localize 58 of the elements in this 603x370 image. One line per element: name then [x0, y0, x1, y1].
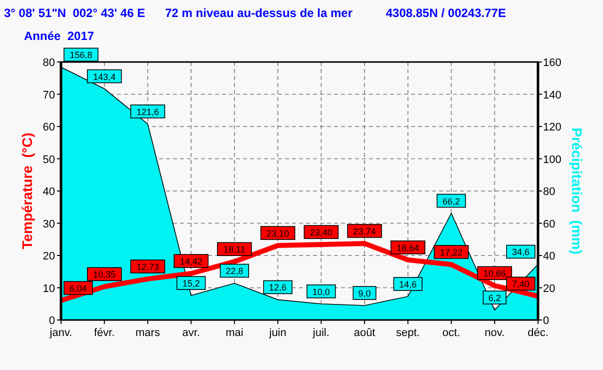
- data-label: 121,6: [136, 106, 159, 117]
- data-label: 14,6: [399, 279, 417, 290]
- x-tick-label: août: [354, 327, 376, 339]
- data-label: 66,2: [442, 196, 460, 206]
- x-tick-label: nov.: [484, 327, 505, 339]
- data-label: 18,11: [224, 244, 246, 255]
- data-label: 23,10: [266, 228, 290, 239]
- y-tick-label: 40: [42, 186, 55, 198]
- x-tick-label: juil.: [312, 327, 330, 339]
- chart-subtitle: Année 2017: [24, 29, 94, 43]
- x-tick-label: févr.: [94, 327, 115, 339]
- y-tick-label: 50: [42, 154, 55, 166]
- data-label: 15,2: [182, 278, 200, 288]
- y-tick-label: 0: [48, 315, 55, 327]
- y2-tick-label: 100: [543, 154, 562, 166]
- data-label: 10,0: [312, 286, 330, 297]
- y2-tick-label: 140: [543, 89, 562, 102]
- x-tick-label: avr.: [182, 327, 200, 339]
- y2-tick-label: 60: [543, 218, 556, 230]
- y2-tick-label: 80: [543, 186, 556, 198]
- y2-tick-label: 160: [543, 57, 562, 69]
- y-tick-label: 10: [42, 282, 55, 295]
- y-tick-label: 20: [42, 250, 55, 262]
- y-tick-label: 70: [42, 89, 55, 102]
- x-tick-label: mars: [136, 327, 160, 339]
- y2-tick-label: 120: [543, 122, 562, 134]
- data-label: 6,2: [488, 293, 501, 304]
- chart-title: 3° 08' 51"N 002° 43' 46 E 72 m niveau au-dessus de la mer 4308.85N / 00243.77E: [4, 6, 506, 20]
- x-tick-label: déc.: [528, 327, 548, 339]
- x-tick-label: sept.: [396, 327, 420, 339]
- y-tick-label: 30: [42, 218, 55, 230]
- data-label: 23,74: [353, 226, 376, 236]
- x-tick-label: oct.: [442, 327, 460, 339]
- data-label: 9,0: [358, 288, 371, 298]
- data-label: 23,40: [310, 228, 332, 238]
- y2-tick-label: 20: [543, 282, 556, 295]
- y-axis-title: Température (°C): [19, 132, 35, 250]
- x-tick-label: juin: [268, 327, 286, 339]
- y-tick-label: 60: [42, 122, 55, 134]
- data-label: 17,22: [440, 247, 463, 258]
- data-label: 10,35: [93, 270, 116, 280]
- data-label: 22,8: [226, 266, 244, 276]
- data-label: 34,6: [512, 247, 530, 258]
- data-label: 18,64: [396, 242, 420, 253]
- data-label: 156,8: [70, 50, 92, 60]
- data-label: 10,66: [483, 268, 506, 279]
- x-tick-label: janv.: [48, 327, 72, 339]
- data-label: 143,4: [93, 72, 116, 82]
- data-label: 12,73: [136, 262, 159, 272]
- y-tick-label: 80: [42, 57, 55, 69]
- y2-tick-label: 0: [543, 315, 550, 327]
- data-label: 12,6: [269, 282, 287, 293]
- data-label: 6,04: [69, 284, 87, 294]
- y2-axis-title: Précipitation (mm): [569, 128, 585, 254]
- data-label: 14,42: [180, 256, 202, 266]
- data-label: 7,40: [512, 279, 530, 290]
- y2-tick-label: 40: [543, 250, 556, 262]
- x-tick-label: mai: [226, 327, 244, 339]
